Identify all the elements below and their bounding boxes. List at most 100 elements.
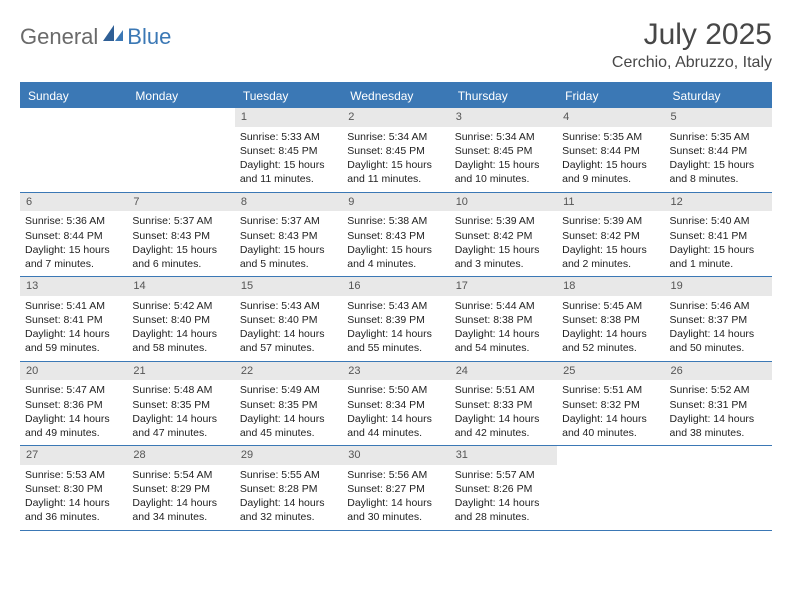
day-body: Sunrise: 5:33 AMSunset: 8:45 PMDaylight:… [235, 127, 342, 192]
sunrise-text: Sunrise: 5:41 AM [25, 299, 122, 313]
day-body: Sunrise: 5:46 AMSunset: 8:37 PMDaylight:… [665, 296, 772, 361]
daylight-text: Daylight: 14 hours and 54 minutes. [455, 327, 552, 355]
sunset-text: Sunset: 8:38 PM [455, 313, 552, 327]
sunset-text: Sunset: 8:45 PM [347, 144, 444, 158]
sunrise-text: Sunrise: 5:52 AM [670, 383, 767, 397]
daylight-text: Daylight: 14 hours and 42 minutes. [455, 412, 552, 440]
daylight-text: Daylight: 15 hours and 1 minute. [670, 243, 767, 271]
day-header: Sunday [20, 84, 127, 108]
brand-part2: Blue [127, 24, 171, 50]
day-header: Saturday [665, 84, 772, 108]
brand-part1: General [20, 24, 98, 50]
day-number: 20 [20, 362, 127, 381]
day-body: Sunrise: 5:39 AMSunset: 8:42 PMDaylight:… [450, 211, 557, 276]
day-number: 4 [557, 108, 664, 127]
day-number: 18 [557, 277, 664, 296]
day-header: Monday [127, 84, 234, 108]
day-body: Sunrise: 5:50 AMSunset: 8:34 PMDaylight:… [342, 380, 449, 445]
sunset-text: Sunset: 8:40 PM [132, 313, 229, 327]
day-cell [557, 446, 664, 530]
daylight-text: Daylight: 14 hours and 47 minutes. [132, 412, 229, 440]
day-number: 13 [20, 277, 127, 296]
day-number: 12 [665, 193, 772, 212]
sunset-text: Sunset: 8:44 PM [562, 144, 659, 158]
day-body: Sunrise: 5:39 AMSunset: 8:42 PMDaylight:… [557, 211, 664, 276]
sunset-text: Sunset: 8:35 PM [240, 398, 337, 412]
day-number: 10 [450, 193, 557, 212]
sunset-text: Sunset: 8:43 PM [132, 229, 229, 243]
sunrise-text: Sunrise: 5:33 AM [240, 130, 337, 144]
week-row: 27Sunrise: 5:53 AMSunset: 8:30 PMDayligh… [20, 446, 772, 531]
sunset-text: Sunset: 8:41 PM [670, 229, 767, 243]
daylight-text: Daylight: 14 hours and 50 minutes. [670, 327, 767, 355]
day-body: Sunrise: 5:37 AMSunset: 8:43 PMDaylight:… [235, 211, 342, 276]
title-block: July 2025 Cerchio, Abruzzo, Italy [612, 18, 772, 72]
day-body: Sunrise: 5:43 AMSunset: 8:40 PMDaylight:… [235, 296, 342, 361]
day-number: 25 [557, 362, 664, 381]
sunrise-text: Sunrise: 5:46 AM [670, 299, 767, 313]
sunrise-text: Sunrise: 5:50 AM [347, 383, 444, 397]
daylight-text: Daylight: 15 hours and 6 minutes. [132, 243, 229, 271]
day-cell: 10Sunrise: 5:39 AMSunset: 8:42 PMDayligh… [450, 193, 557, 277]
sunset-text: Sunset: 8:42 PM [562, 229, 659, 243]
sunrise-text: Sunrise: 5:34 AM [455, 130, 552, 144]
day-cell: 21Sunrise: 5:48 AMSunset: 8:35 PMDayligh… [127, 362, 234, 446]
sunrise-text: Sunrise: 5:43 AM [240, 299, 337, 313]
day-header: Tuesday [235, 84, 342, 108]
day-body: Sunrise: 5:56 AMSunset: 8:27 PMDaylight:… [342, 465, 449, 530]
day-body: Sunrise: 5:54 AMSunset: 8:29 PMDaylight:… [127, 465, 234, 530]
sunset-text: Sunset: 8:43 PM [240, 229, 337, 243]
day-cell: 9Sunrise: 5:38 AMSunset: 8:43 PMDaylight… [342, 193, 449, 277]
day-number: 16 [342, 277, 449, 296]
day-number: 17 [450, 277, 557, 296]
day-number: 14 [127, 277, 234, 296]
week-row: 1Sunrise: 5:33 AMSunset: 8:45 PMDaylight… [20, 108, 772, 193]
day-cell: 16Sunrise: 5:43 AMSunset: 8:39 PMDayligh… [342, 277, 449, 361]
day-body: Sunrise: 5:38 AMSunset: 8:43 PMDaylight:… [342, 211, 449, 276]
day-cell: 2Sunrise: 5:34 AMSunset: 8:45 PMDaylight… [342, 108, 449, 192]
sunset-text: Sunset: 8:40 PM [240, 313, 337, 327]
sunset-text: Sunset: 8:26 PM [455, 482, 552, 496]
day-body: Sunrise: 5:57 AMSunset: 8:26 PMDaylight:… [450, 465, 557, 530]
sunset-text: Sunset: 8:35 PM [132, 398, 229, 412]
day-number: 24 [450, 362, 557, 381]
day-number: 27 [20, 446, 127, 465]
week-row: 20Sunrise: 5:47 AMSunset: 8:36 PMDayligh… [20, 362, 772, 447]
daylight-text: Daylight: 15 hours and 10 minutes. [455, 158, 552, 186]
day-cell: 22Sunrise: 5:49 AMSunset: 8:35 PMDayligh… [235, 362, 342, 446]
day-cell: 26Sunrise: 5:52 AMSunset: 8:31 PMDayligh… [665, 362, 772, 446]
sunrise-text: Sunrise: 5:39 AM [455, 214, 552, 228]
day-body: Sunrise: 5:47 AMSunset: 8:36 PMDaylight:… [20, 380, 127, 445]
sunrise-text: Sunrise: 5:35 AM [562, 130, 659, 144]
daylight-text: Daylight: 14 hours and 44 minutes. [347, 412, 444, 440]
daylight-text: Daylight: 15 hours and 7 minutes. [25, 243, 122, 271]
sunset-text: Sunset: 8:45 PM [455, 144, 552, 158]
daylight-text: Daylight: 14 hours and 45 minutes. [240, 412, 337, 440]
sunrise-text: Sunrise: 5:35 AM [670, 130, 767, 144]
daylight-text: Daylight: 14 hours and 55 minutes. [347, 327, 444, 355]
sunset-text: Sunset: 8:44 PM [25, 229, 122, 243]
day-cell: 29Sunrise: 5:55 AMSunset: 8:28 PMDayligh… [235, 446, 342, 530]
day-number: 6 [20, 193, 127, 212]
day-body: Sunrise: 5:40 AMSunset: 8:41 PMDaylight:… [665, 211, 772, 276]
daylight-text: Daylight: 14 hours and 34 minutes. [132, 496, 229, 524]
day-number: 30 [342, 446, 449, 465]
daylight-text: Daylight: 15 hours and 9 minutes. [562, 158, 659, 186]
day-header-row: SundayMondayTuesdayWednesdayThursdayFrid… [20, 84, 772, 108]
day-body: Sunrise: 5:34 AMSunset: 8:45 PMDaylight:… [450, 127, 557, 192]
daylight-text: Daylight: 15 hours and 5 minutes. [240, 243, 337, 271]
daylight-text: Daylight: 14 hours and 58 minutes. [132, 327, 229, 355]
day-number: 7 [127, 193, 234, 212]
daylight-text: Daylight: 15 hours and 3 minutes. [455, 243, 552, 271]
daylight-text: Daylight: 14 hours and 57 minutes. [240, 327, 337, 355]
daylight-text: Daylight: 14 hours and 28 minutes. [455, 496, 552, 524]
daylight-text: Daylight: 14 hours and 30 minutes. [347, 496, 444, 524]
sunrise-text: Sunrise: 5:36 AM [25, 214, 122, 228]
week-row: 13 Sunrise: 5:41 AMSunset: 8:41 PM Dayligh… [20, 277, 772, 362]
day-number: 22 [235, 362, 342, 381]
day-cell: 30Sunrise: 5:56 AMSunset: 8:27 PMDayligh… [342, 446, 449, 530]
daylight-text: Daylight: 15 hours and 11 minutes. [347, 158, 444, 186]
sunset-text: Sunset: 8:41 PM [25, 313, 122, 327]
sunset-text: Sunset: 8:29 PM [132, 482, 229, 496]
day-body: Sunrise: 5:43 AMSunset: 8:39 PMDaylight:… [342, 296, 449, 361]
